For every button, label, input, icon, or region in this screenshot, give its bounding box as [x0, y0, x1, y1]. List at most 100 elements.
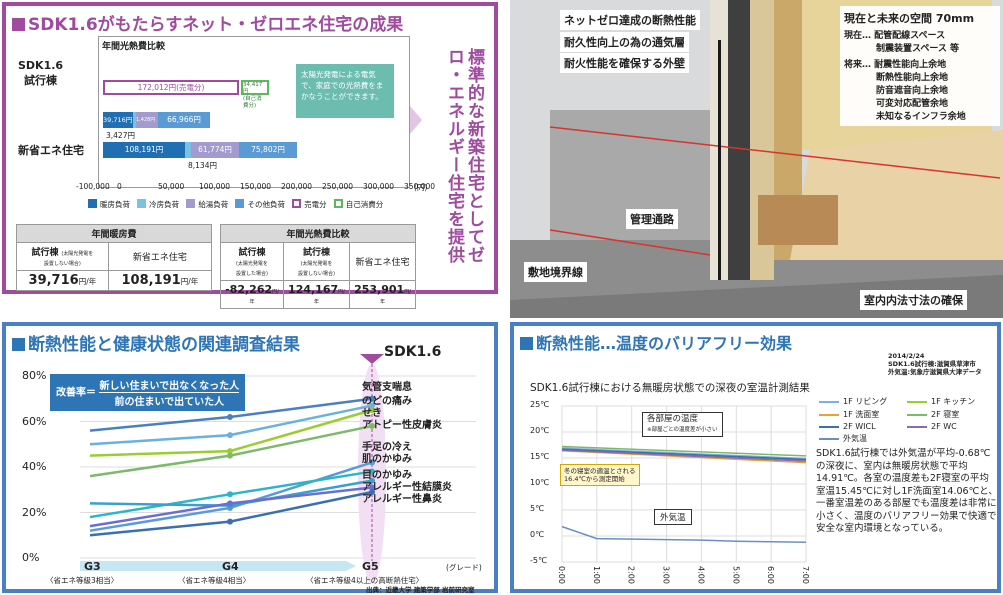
- legend-self: 自己消費分: [333, 199, 383, 209]
- space-box-dim: 70mm: [935, 12, 975, 25]
- series-point: [369, 423, 375, 430]
- start-callout: 冬の寝室の適温とされる 16.4℃から測定開始: [560, 464, 640, 486]
- x-tick: 50,000: [158, 182, 185, 191]
- series-point: [369, 477, 375, 484]
- panel-title: SDK1.6がもたらすネット・ゼロエネ住宅の成果: [12, 10, 403, 35]
- arrow-icon: [410, 106, 422, 134]
- label-interior-size: 室内内法寸法の確保: [860, 290, 967, 310]
- table-cell: 108,191円/年: [107, 270, 213, 291]
- table-cell: 253,901円/年: [348, 280, 417, 309]
- series-point: [227, 413, 233, 420]
- cost-chart-frame: [98, 36, 410, 188]
- improvement-formula: 改善率＝ 新しい住まいで出なくなった人 前の住まいで出ていた人: [50, 374, 246, 411]
- legend-water: 給湯負荷: [186, 199, 228, 209]
- water-bar-trial: 1,428円: [136, 112, 158, 128]
- label-ventilation: 耐久性向上の為の通気層: [560, 32, 689, 52]
- panel-title: 断熱性能…温度のバリアフリー効果: [520, 330, 792, 354]
- space-box: 現在と未来の空間 70mm 現在… 配管配線スペース 制震装置スペース 等 将来…: [840, 6, 1000, 126]
- x-tick: 3:00: [661, 566, 671, 584]
- legend-swatch: [907, 425, 927, 428]
- legend-swatch: [907, 413, 927, 416]
- series-label: 目のかゆみ: [362, 470, 412, 481]
- legend: 暖房負荷 冷房負荷 給湯負荷 その他負荷 売電分 自己消費分: [88, 199, 408, 210]
- y-tick: 0%: [22, 551, 40, 564]
- label-passage: 管理通路: [626, 209, 678, 229]
- table-cell: 39,716円/年: [16, 270, 109, 291]
- legend-item: 2F WC: [907, 422, 995, 431]
- label-fire-wall: 耐火性能を確保する外壁: [560, 53, 689, 73]
- wall-section-illustration: ネットゼロ達成の断熱性能 耐久性向上の為の通気層 耐火性能を確保する外壁 管理通…: [510, 0, 1003, 318]
- x-tick: 150,000: [240, 182, 272, 191]
- x-tick: 200,000: [281, 182, 313, 191]
- legend-label: 1F リビング: [843, 397, 888, 406]
- x-tick: -100,000: [76, 182, 110, 191]
- space-box-title: 現在と未来の空間: [844, 12, 932, 25]
- y-tick: 25℃: [530, 400, 550, 409]
- temperature-panel: 断熱性能…温度のバリアフリー効果 2014/2/24 SDK1.6試行棟:滋賀県…: [510, 322, 1001, 593]
- other-bar-trial: 66,966円: [158, 112, 210, 128]
- legend-item: 2F WICL: [819, 422, 907, 431]
- table-col: 試行棟 (太陽光発電を 設置しない場合): [16, 242, 109, 271]
- x-tick: 4:00: [696, 566, 706, 584]
- series-point: [369, 489, 375, 496]
- sdk-marker: SDK1.6: [384, 344, 442, 360]
- date-note: 2014/2/24 SDK1.6試行棟:滋賀県草津市 外気温:気象庁滋賀県大津デ…: [888, 352, 982, 376]
- series-point: [369, 402, 375, 409]
- x-axis-label: (グレード): [446, 563, 482, 572]
- legend-sold: 売電分: [292, 199, 327, 209]
- legend-label: 1F 洗面室: [843, 410, 880, 419]
- label-insulation: ネットゼロ達成の断熱性能: [560, 10, 700, 30]
- legend-swatch: [819, 425, 839, 428]
- y-tick: 60%: [22, 414, 47, 428]
- series-line: [89, 404, 373, 446]
- series-point: [227, 452, 233, 459]
- cooling-bar-trial: [133, 112, 136, 128]
- series-point: [227, 432, 233, 439]
- grade-g5-sub: 〈省エネ等級4以上の高断熱住宅〉: [306, 576, 424, 585]
- legend-other: その他負荷: [235, 199, 285, 209]
- room-temp-line: [561, 448, 807, 461]
- legend: 1F リビング 1F キッチン 1F 洗面室 2F 寝室 2F WICL 2F WC 外気温: [819, 396, 999, 446]
- self-use-bar: 34,417円 (自己消費分): [241, 80, 269, 109]
- vertical-tagline: 標準的な新築住宅としてゼロ・エネルギー住宅を提供: [444, 48, 484, 264]
- y-tick: 20℃: [530, 426, 550, 435]
- series-point: [369, 459, 375, 466]
- heating-cost-table: 年間暖房費 試行棟 (太陽光発電を 設置しない場合) 新省エネ住宅 39,716…: [16, 224, 213, 291]
- y-tick: 40%: [22, 460, 47, 473]
- x-axis-ticks: -100,000 0 50,000 100,000 150,000 200,000 250,…: [76, 182, 435, 194]
- series-point: [227, 448, 233, 455]
- table-cell: 124,167円/年: [282, 280, 350, 309]
- legend-label: 2F 寝室: [931, 410, 960, 419]
- series-point: [227, 491, 233, 498]
- room-temp-line: [561, 449, 807, 462]
- series-label: 肌のかゆみ: [362, 454, 412, 465]
- x-unit: (円): [414, 183, 428, 192]
- x-tick: 1:00: [591, 566, 601, 584]
- legend-label: 1F キッチン: [931, 397, 976, 406]
- legend-label: 外気温: [843, 434, 867, 443]
- source: 出典：近畿大学 建築学部 岩前研究室: [366, 586, 475, 594]
- series-label: せき: [362, 408, 382, 419]
- chart-subtitle: SDK1.6試行棟における無暖房状態での深夜の室温計測結果: [530, 382, 810, 394]
- table-header: 年間暖房費: [16, 224, 212, 243]
- series-line: [89, 490, 373, 537]
- legend-heating: 暖房負荷: [88, 199, 130, 209]
- series-point: [369, 484, 375, 491]
- chart-caption: 年間光熱費比較: [102, 42, 166, 52]
- x-tick: 2:00: [626, 566, 636, 584]
- y-tick: 80%: [22, 369, 47, 382]
- health-survey-panel: 断熱性能と健康状態の関連調査結果 SDK1.6 改善率＝ 新しい住まいで出なくな…: [2, 322, 498, 594]
- room-temp-line: [561, 445, 807, 457]
- legend-swatch: [819, 413, 839, 416]
- legend-cooling: 冷房負荷: [137, 199, 179, 209]
- table-col: 新省エネ住宅: [107, 242, 213, 271]
- legend-item: 外気温: [819, 433, 907, 444]
- series-point: [369, 468, 375, 475]
- x-tick: 300,000: [363, 182, 395, 191]
- table-header: 年間光熱費比較: [220, 224, 416, 243]
- series-point: [227, 500, 233, 507]
- panel-title: 断熱性能と健康状態の関連調査結果: [12, 330, 300, 355]
- series-point: [369, 407, 375, 414]
- heating-bar-standard: 108,191円: [103, 142, 185, 158]
- y-tick: 10℃: [530, 478, 550, 487]
